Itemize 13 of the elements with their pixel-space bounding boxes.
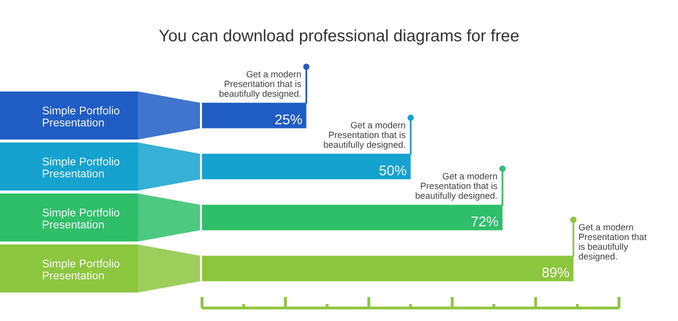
- annotation: Get a modern Presentation that is beautifully designed.: [220, 70, 302, 99]
- annotation: Get a modern Presentation that is beautifully designed.: [416, 172, 498, 201]
- annotation: Get a modern Presentation that is beautifully designed.: [324, 122, 406, 150]
- chart-subtitle: You can download professional diagrams for free: [159, 29, 519, 45]
- y-tick-label: Simple Portfolio Presentation: [42, 157, 120, 178]
- data-label: 72%: [471, 216, 498, 226]
- y-tick-label: Simple Portfolio Presentation: [42, 106, 120, 126]
- data-label: 25%: [275, 114, 302, 124]
- data-label: 89%: [542, 267, 570, 278]
- text: Get a modern Presentation that is beautifully designed.: [578, 224, 647, 262]
- data-label: 50%: [380, 165, 406, 176]
- y-tick-label: Simple Portfolio Presentation: [42, 259, 120, 280]
- y-tick-label: Simple Portfolio Presentation: [42, 208, 120, 228]
